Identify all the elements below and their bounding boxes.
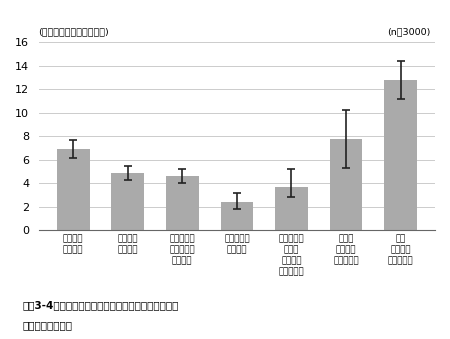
Text: (ポストした人の割合／％): (ポストした人の割合／％): [38, 27, 108, 37]
Text: (n＝3000): (n＝3000): [387, 27, 431, 37]
Bar: [166, 176, 199, 230]
Bar: [384, 80, 417, 230]
Bar: [112, 173, 144, 230]
Text: （出典）筆者作成: （出典）筆者作成: [22, 320, 72, 330]
Bar: [330, 139, 362, 230]
Text: 図表3-4　吉村候补への支持度合いと投稿行動の関係: 図表3-4 吉村候补への支持度合いと投稿行動の関係: [22, 300, 179, 310]
Bar: [57, 149, 90, 230]
Bar: [220, 202, 253, 230]
Bar: [275, 187, 308, 230]
